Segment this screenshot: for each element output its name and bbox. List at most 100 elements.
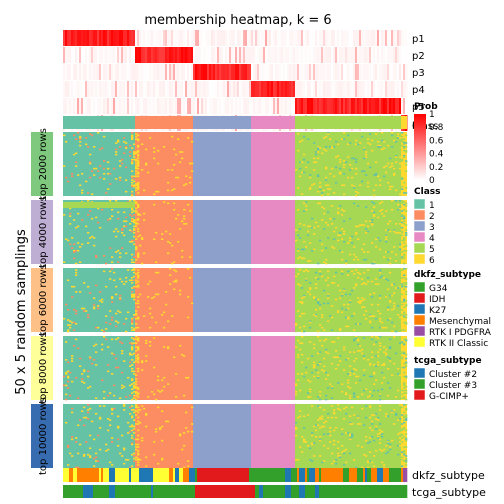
prob-cell bbox=[369, 98, 372, 114]
heatmap-cell bbox=[379, 248, 382, 251]
prob-cell bbox=[323, 81, 326, 97]
heatmap-cell bbox=[331, 167, 334, 170]
dkfz-cell bbox=[235, 468, 242, 482]
prob-cell bbox=[151, 64, 154, 80]
heatmap-cell bbox=[397, 305, 400, 307]
heatmap-cell bbox=[361, 278, 364, 280]
tcga-cell bbox=[341, 485, 344, 498]
heatmap-cell bbox=[321, 243, 324, 246]
heatmap-cell bbox=[303, 438, 306, 441]
heatmap-cell bbox=[109, 172, 112, 175]
heatmap-cell bbox=[145, 148, 148, 151]
heatmap-cell bbox=[89, 237, 92, 239]
heatmap-cell bbox=[135, 446, 138, 448]
heatmap-cell bbox=[353, 414, 356, 416]
heatmap-cell bbox=[375, 278, 378, 280]
heatmap-cell bbox=[81, 307, 84, 310]
heatmap-cell bbox=[301, 336, 304, 338]
heatmap-cell bbox=[83, 310, 86, 312]
heatmap-cell bbox=[181, 220, 184, 223]
heatmap-cell bbox=[405, 438, 408, 441]
prob-cell bbox=[337, 64, 340, 80]
heatmap-cell bbox=[131, 158, 134, 161]
heatmap-cell bbox=[315, 283, 318, 285]
prob-cell bbox=[107, 30, 110, 46]
heatmap-cell bbox=[133, 352, 136, 355]
heatmap-cell bbox=[131, 398, 134, 401]
tcga-cell bbox=[325, 485, 330, 498]
dkfz-cell bbox=[307, 468, 310, 482]
heatmap-cell bbox=[153, 157, 156, 160]
heatmap-cell bbox=[179, 433, 182, 436]
heatmap-cell bbox=[403, 282, 406, 284]
heatmap-block bbox=[63, 200, 135, 264]
prob-cell bbox=[75, 98, 78, 114]
prob-cell bbox=[131, 47, 134, 63]
prob-cell bbox=[263, 98, 266, 114]
heatmap-cell bbox=[313, 183, 316, 185]
heatmap-cell bbox=[393, 246, 396, 248]
heatmap-cell bbox=[129, 394, 132, 397]
dkfz-cell bbox=[93, 468, 100, 482]
prob-cell bbox=[379, 64, 382, 80]
class-legend-swatch bbox=[413, 198, 426, 210]
heatmap-cell bbox=[307, 230, 310, 233]
heatmap-cell bbox=[389, 166, 392, 169]
heatmap-cell bbox=[363, 298, 366, 301]
heatmap-cell bbox=[401, 276, 404, 279]
heatmap-cell bbox=[135, 342, 138, 344]
heatmap-cell bbox=[131, 416, 134, 419]
heatmap-cell bbox=[379, 393, 382, 396]
heatmap-cell bbox=[131, 348, 134, 351]
prob-cell bbox=[351, 30, 354, 46]
prob-cell bbox=[205, 98, 208, 114]
heatmap-cell bbox=[333, 192, 336, 194]
heatmap-cell bbox=[403, 366, 406, 369]
heatmap-cell bbox=[137, 300, 140, 302]
heatmap-cell bbox=[295, 421, 298, 424]
heatmap-cell bbox=[323, 357, 326, 360]
heatmap-cell bbox=[171, 315, 174, 317]
heatmap-cell bbox=[399, 137, 402, 139]
heatmap-cell bbox=[301, 451, 304, 453]
dkfz-cell bbox=[273, 468, 276, 482]
heatmap-cell bbox=[323, 444, 326, 447]
heatmap-cell bbox=[399, 248, 402, 251]
heatmap-cell bbox=[131, 368, 134, 370]
heatmap-cell bbox=[309, 242, 312, 244]
heatmap-cell bbox=[373, 373, 376, 375]
heatmap-cell bbox=[349, 421, 352, 424]
heatmap-cell bbox=[91, 217, 94, 220]
prob-cell bbox=[159, 30, 162, 46]
prob-cell bbox=[311, 81, 314, 97]
heatmap-cell bbox=[405, 429, 408, 432]
heatmap-cell bbox=[323, 460, 326, 462]
heatmap-cell bbox=[405, 300, 408, 302]
heatmap-cell bbox=[107, 364, 110, 366]
heatmap-cell bbox=[319, 436, 322, 438]
heatmap-cell bbox=[303, 296, 306, 298]
heatmap-cell bbox=[127, 376, 130, 379]
prob-cell bbox=[253, 98, 256, 114]
prob-cell bbox=[221, 64, 224, 80]
heatmap-cell bbox=[323, 137, 326, 139]
heatmap-cell bbox=[405, 192, 408, 194]
heatmap-cell bbox=[309, 396, 312, 398]
tcga-cell bbox=[367, 485, 372, 498]
tcga-cell bbox=[335, 485, 342, 498]
heatmap-cell bbox=[335, 226, 338, 229]
heatmap-cell bbox=[319, 188, 322, 190]
heatmap-cell bbox=[379, 210, 382, 212]
heatmap-cell bbox=[387, 382, 390, 384]
heatmap-cell bbox=[297, 249, 300, 252]
prob-label-p5: p5 bbox=[412, 102, 425, 113]
prob-cell bbox=[181, 64, 184, 80]
heatmap-cell bbox=[403, 147, 406, 149]
heatmap-cell bbox=[379, 409, 382, 411]
heatmap-cell bbox=[111, 407, 114, 410]
dkfz-cell bbox=[401, 468, 404, 482]
heatmap-cell bbox=[69, 326, 72, 329]
heatmap-cell bbox=[335, 271, 338, 274]
prob-cell bbox=[67, 47, 70, 63]
heatmap-cell bbox=[131, 137, 134, 139]
